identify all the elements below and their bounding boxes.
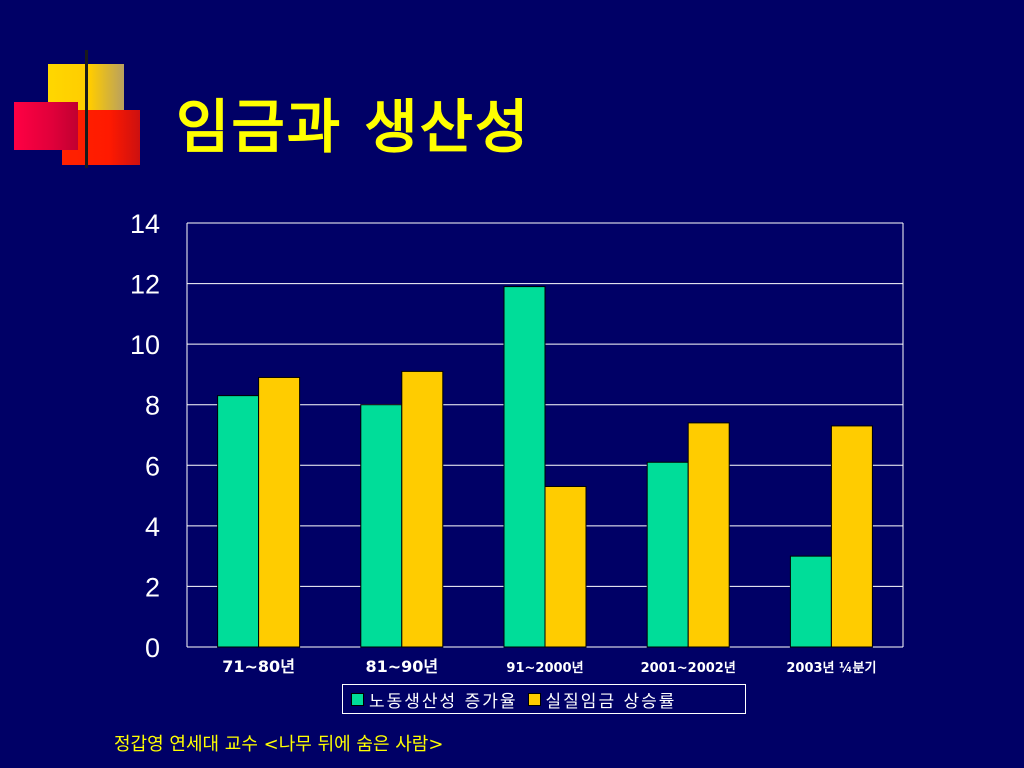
decorative-vertical-line xyxy=(85,50,88,168)
x-tick-label: 2003년 ¼분기 xyxy=(786,661,876,676)
bar-wages xyxy=(687,422,730,648)
legend-item-productivity: 노동생산성 증가율 xyxy=(351,687,518,712)
x-axis-tick-labels: 71~80년 81~90년 91~2000년 2001~2002년 2003년 ¼분기 xyxy=(222,657,876,676)
y-tick-label: 0 xyxy=(145,633,160,663)
x-tick-label: 81~90년 xyxy=(365,657,438,676)
bar-productivity xyxy=(646,461,689,648)
bar-wages xyxy=(830,425,873,648)
legend-swatch-wages xyxy=(527,692,541,706)
y-tick-label: 12 xyxy=(130,270,160,300)
slide-title: 임금과 생산성 xyxy=(176,93,531,161)
bar-productivity xyxy=(503,286,546,648)
y-tick-label: 10 xyxy=(130,330,160,360)
slide-footer-credit: 정갑영 연세대 교수 <나무 뒤에 숨은 사람> xyxy=(114,734,444,755)
legend-swatch-productivity xyxy=(351,692,364,706)
bar-wages xyxy=(544,485,587,648)
bar-wages xyxy=(258,376,301,648)
legend-label-wages: 실질임금 상승률 xyxy=(545,691,677,712)
chart-bars xyxy=(217,286,873,648)
bar-productivity xyxy=(217,395,260,648)
chart-legend: 노동생산성 증가율 실질임금 상승률 xyxy=(342,684,746,714)
legend-label-productivity: 노동생산성 증가율 xyxy=(369,691,518,712)
y-tick-label: 6 xyxy=(145,451,160,481)
y-tick-label: 4 xyxy=(145,512,160,542)
bar-productivity xyxy=(360,404,403,648)
x-tick-label: 91~2000년 xyxy=(506,661,583,676)
y-tick-label: 8 xyxy=(145,391,160,421)
decorative-red-square xyxy=(14,102,78,150)
bar-wages xyxy=(401,370,444,648)
legend-item-wages: 실질임금 상승률 xyxy=(527,687,677,712)
y-tick-label: 2 xyxy=(145,572,160,602)
bar-productivity xyxy=(789,555,832,648)
x-tick-label: 71~80년 xyxy=(222,657,295,676)
y-axis-tick-labels: 0 2 4 6 8 10 12 14 xyxy=(130,209,160,663)
x-tick-label: 2001~2002년 xyxy=(641,661,736,676)
y-tick-label: 14 xyxy=(130,209,160,239)
